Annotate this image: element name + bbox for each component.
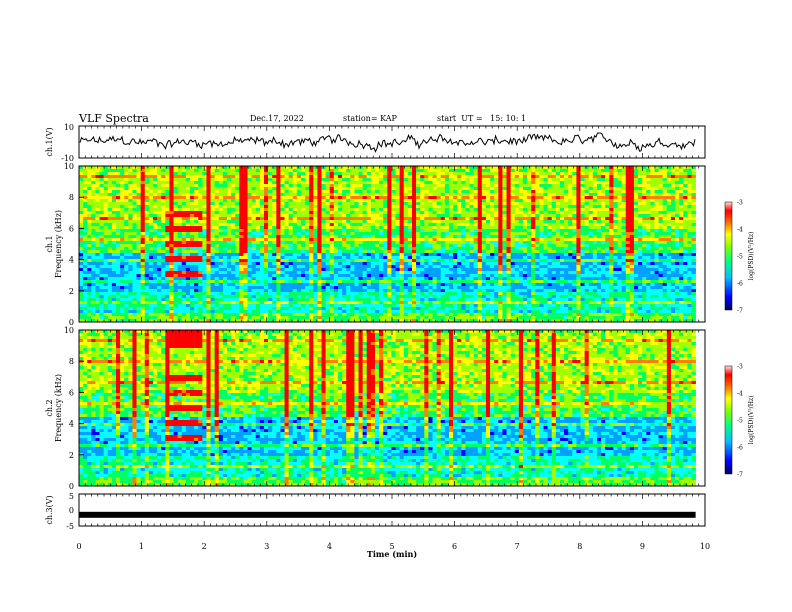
x-tick-label: 2	[202, 542, 207, 551]
cb2-ticks-label: -4	[737, 391, 743, 398]
ch3-ytick-bottom: -5	[66, 522, 74, 531]
cb2-ticks-label: -6	[737, 445, 743, 452]
spec1-ytick-label: 10	[64, 162, 74, 171]
ch3-waveform-frame	[78, 493, 706, 527]
ch2-ylabel-channel: ch.2	[45, 399, 54, 416]
spec2-ytick-label: 2	[69, 451, 74, 460]
x-tick-label: 8	[577, 542, 582, 551]
ch2-ylabel-frequency: Frequency (kHz)	[54, 374, 63, 442]
cb2-ticks-label: -7	[737, 472, 743, 479]
cb1-ticks-label: -3	[737, 200, 743, 207]
x-tick-label: 5	[389, 542, 394, 551]
x-tick-label: 6	[452, 542, 457, 551]
ch1-waveform-trace	[79, 132, 696, 153]
cb1-ticks-label: -6	[737, 281, 743, 288]
spec1-ytick-label: 4	[69, 256, 74, 265]
ch2-spectrogram-cells	[79, 330, 696, 487]
spec1-ytick-label: 6	[69, 224, 74, 233]
spec2-ytick-label: 6	[69, 388, 74, 397]
ch1-ylabel: ch.1(V)	[45, 127, 54, 156]
x-tick-label: 10	[700, 542, 710, 551]
x-tick-label: 3	[264, 542, 269, 551]
ch1-ylabel-channel: ch.1	[45, 235, 54, 252]
spec1-ytick-label: 8	[69, 193, 74, 202]
ch3-waveform-panel: 5 0 -5 ch.3(V)	[45, 492, 706, 531]
ch3-ytick-top: 5	[69, 492, 74, 501]
spec1-ytick-label: 0	[69, 318, 74, 327]
cb1-ticks-label: -5	[737, 254, 743, 261]
start-ut-label: start UT = 15: 10: 1	[437, 114, 526, 123]
chart-title: VLF Spectra	[79, 112, 149, 125]
ch1-colorbar	[724, 201, 733, 311]
ch3-waveform-trace	[79, 511, 696, 518]
ch1-ytick-top: 10	[64, 123, 74, 132]
x-tick-label: 7	[515, 542, 520, 551]
ch1-colorbar-label: log(PSD)(V²/Hz)	[748, 232, 755, 281]
ch1-waveform-frame	[78, 125, 706, 159]
ch3-ylabel: ch.3(V)	[45, 495, 54, 524]
ch2-colorbar	[724, 365, 733, 475]
station-label: station= KAP	[343, 114, 397, 123]
x-tick-label: 1	[139, 542, 144, 551]
ch1-ytick-bottom: -10	[61, 154, 74, 163]
ch1-waveform-panel: 10 -10 ch.1(V)	[45, 123, 706, 163]
spec2-ytick-label: 0	[69, 482, 74, 491]
spec2-ytick-label: 4	[69, 420, 74, 429]
spec1-ytick-label: 2	[69, 287, 74, 296]
x-axis-label: Time (min)	[367, 549, 417, 559]
cb2-ticks-label: -5	[737, 418, 743, 425]
x-tick-label: 0	[76, 542, 81, 551]
ch3-ytick-mid: 0	[69, 506, 74, 515]
spec2-ytick-label: 10	[64, 326, 74, 335]
ch1-ylabel-frequency: Frequency (kHz)	[54, 210, 63, 278]
cb2-ticks-label: -3	[737, 364, 743, 371]
x-tick-label: 4	[327, 542, 332, 551]
date-label: Dec.17, 2022	[250, 114, 304, 123]
ch2-colorbar-label: log(PSD)(V²/Hz)	[748, 396, 755, 445]
spec2-ytick-label: 8	[69, 357, 74, 366]
x-axis-tick-labels: 0 1 2 3 4 5 6 7 8 9 10	[76, 542, 710, 551]
cb1-ticks-label: -4	[737, 227, 743, 234]
cb1-ticks-label: -7	[737, 308, 743, 315]
ch1-spectrogram-cells	[79, 166, 696, 323]
x-axis-ticks	[78, 126, 706, 526]
x-tick-label: 9	[640, 542, 645, 551]
